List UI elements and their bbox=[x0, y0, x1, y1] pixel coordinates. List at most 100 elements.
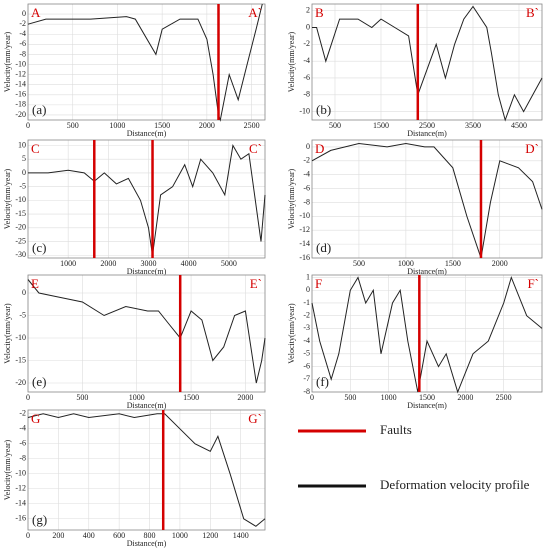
y-tick-label: -4 bbox=[19, 29, 26, 38]
x-tick-label: 1200 bbox=[202, 531, 218, 540]
x-tick-label: 1500 bbox=[419, 393, 435, 402]
y-axis-label: Velocity(mm/year) bbox=[287, 31, 296, 92]
profile-end: D` bbox=[525, 141, 539, 156]
x-tick-label: 500 bbox=[67, 121, 79, 130]
y-tick-label: 0 bbox=[306, 22, 310, 31]
y-tick-label: -30 bbox=[15, 250, 26, 259]
y-tick-label: 5 bbox=[22, 154, 26, 163]
y-tick-label: -14 bbox=[299, 239, 310, 248]
profile-start: B bbox=[315, 5, 324, 20]
y-tick-label: -25 bbox=[15, 236, 26, 245]
x-tick-label: 3000 bbox=[141, 259, 157, 268]
profile-start: C bbox=[31, 141, 40, 156]
y-tick-label: -16 bbox=[15, 514, 26, 523]
y-tick-label: -2 bbox=[19, 409, 26, 418]
y-tick-label: -10 bbox=[299, 211, 310, 220]
y-tick-label: -2 bbox=[19, 19, 26, 28]
y-tick-label: 0 bbox=[22, 168, 26, 177]
x-tick-label: 1000 bbox=[172, 531, 188, 540]
y-tick-label: -4 bbox=[303, 56, 310, 65]
x-tick-label: 1000 bbox=[381, 393, 397, 402]
y-tick-label: -12 bbox=[15, 69, 26, 78]
y-tick-label: -10 bbox=[15, 59, 26, 68]
plot-frame bbox=[311, 139, 543, 259]
profile-line bbox=[311, 275, 543, 394]
legend-profile-label: Deformation velocity profile bbox=[380, 477, 530, 492]
y-axis-label: Velocity(mm/year) bbox=[3, 303, 12, 364]
profile-start: A bbox=[31, 5, 41, 20]
x-tick-label: 500 bbox=[344, 393, 356, 402]
y-tick-label: -20 bbox=[15, 110, 26, 119]
y-tick-label: 0 bbox=[306, 285, 310, 294]
profile-line bbox=[28, 144, 266, 256]
panel-label: (g) bbox=[32, 512, 47, 527]
x-tick-label: 800 bbox=[144, 531, 156, 540]
profile-start: F bbox=[315, 276, 322, 291]
profile-start: G bbox=[31, 411, 40, 426]
y-tick-label: -4 bbox=[303, 336, 310, 345]
y-tick-label: -4 bbox=[303, 170, 310, 179]
y-tick-label: -10 bbox=[15, 333, 26, 342]
y-tick-label: -1 bbox=[303, 298, 310, 307]
plot-frame bbox=[27, 274, 266, 393]
panel-label: (e) bbox=[32, 374, 46, 389]
x-tick-label: 4500 bbox=[511, 121, 527, 130]
y-tick-label: -20 bbox=[15, 378, 26, 387]
plot-frame bbox=[27, 3, 266, 121]
y-tick-label: 0 bbox=[22, 9, 26, 18]
x-tick-label: 0 bbox=[26, 121, 30, 130]
x-tick-label: 2000 bbox=[199, 121, 215, 130]
y-tick-label: -3 bbox=[303, 323, 310, 332]
profile-end: C` bbox=[249, 141, 262, 156]
x-tick-label: 600 bbox=[113, 531, 125, 540]
plot-frame bbox=[311, 3, 543, 121]
y-tick-label: -18 bbox=[15, 100, 26, 109]
panel-label: (a) bbox=[32, 102, 46, 117]
plot-frame bbox=[27, 409, 266, 531]
x-tick-label: 2000 bbox=[457, 393, 473, 402]
y-tick-label: -15 bbox=[15, 209, 26, 218]
y-tick-label: -12 bbox=[15, 484, 26, 493]
panel-label: (d) bbox=[316, 240, 331, 255]
x-tick-label: 2000 bbox=[492, 259, 508, 268]
x-tick-label: 5000 bbox=[221, 259, 237, 268]
y-tick-label: -6 bbox=[303, 361, 310, 370]
y-tick-label: -8 bbox=[19, 49, 26, 58]
y-tick-label: -8 bbox=[303, 90, 310, 99]
y-tick-label: -8 bbox=[303, 197, 310, 206]
y-axis-label: Velocity(mm/year) bbox=[3, 168, 12, 229]
y-tick-label: -5 bbox=[19, 181, 26, 190]
x-tick-label: 2000 bbox=[100, 259, 116, 268]
y-tick-label: -12 bbox=[299, 225, 310, 234]
y-axis-label: Velocity(mm/year) bbox=[287, 168, 296, 229]
x-axis-label: Distance(m) bbox=[407, 401, 447, 410]
y-tick-label: -6 bbox=[303, 73, 310, 82]
y-tick-label: -20 bbox=[15, 223, 26, 232]
y-tick-label: -5 bbox=[303, 349, 310, 358]
y-axis-label: Velocity(mm/year) bbox=[3, 439, 12, 500]
y-tick-label: -10 bbox=[299, 106, 310, 115]
profile-line bbox=[311, 142, 543, 259]
profile-end: G` bbox=[248, 411, 262, 426]
y-tick-label: 0 bbox=[22, 288, 26, 297]
x-tick-label: 1500 bbox=[445, 259, 461, 268]
profile-end: B` bbox=[526, 5, 539, 20]
x-tick-label: 500 bbox=[329, 121, 341, 130]
x-axis-label: Distance(m) bbox=[127, 539, 167, 548]
y-tick-label: -15 bbox=[15, 355, 26, 364]
y-tick-label: -4 bbox=[19, 424, 26, 433]
x-axis-label: Distance(m) bbox=[407, 267, 447, 276]
y-tick-label: -14 bbox=[15, 80, 26, 89]
x-tick-label: 200 bbox=[52, 531, 64, 540]
y-tick-label: -16 bbox=[15, 90, 26, 99]
y-tick-label: -2 bbox=[303, 156, 310, 165]
x-tick-label: 3500 bbox=[465, 121, 481, 130]
x-tick-label: 0 bbox=[26, 393, 30, 402]
y-tick-label: 0 bbox=[306, 142, 310, 151]
x-axis-label: Distance(m) bbox=[127, 129, 167, 138]
y-tick-label: -16 bbox=[299, 253, 310, 262]
x-tick-label: 500 bbox=[76, 393, 88, 402]
x-tick-label: 400 bbox=[83, 531, 95, 540]
panel-label: (b) bbox=[316, 102, 331, 117]
